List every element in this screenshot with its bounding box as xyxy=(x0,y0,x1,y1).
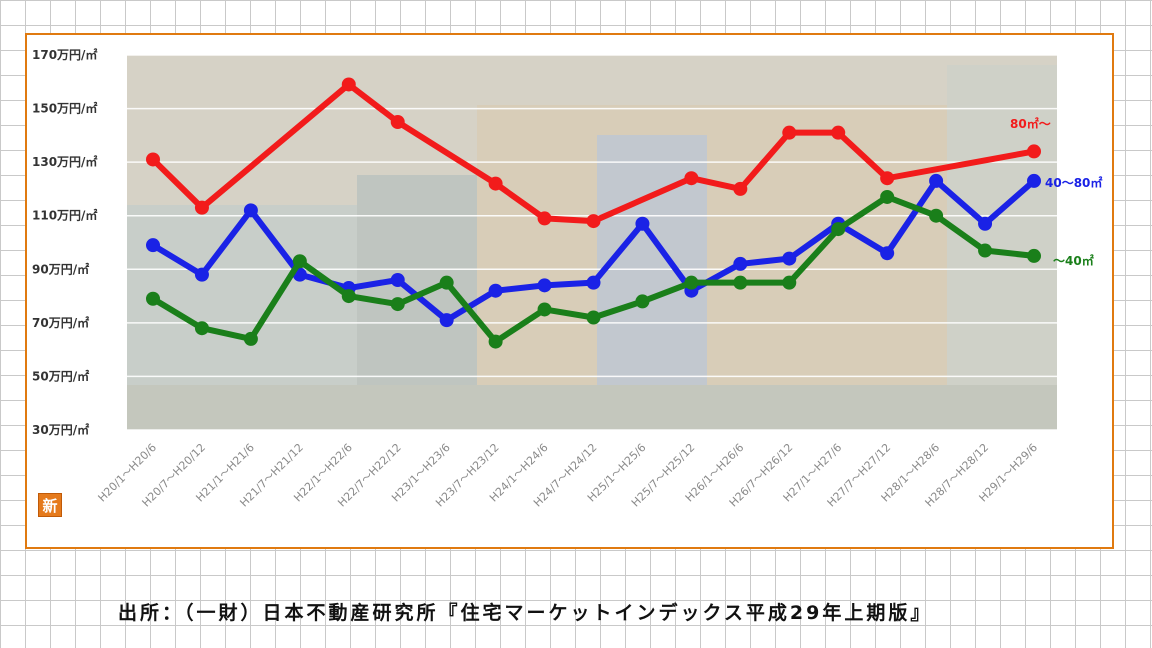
series-point-2 xyxy=(733,275,748,290)
chart-frame: 30万円/㎡ 50万円/㎡ 70万円/㎡ 90万円/㎡ 110万円/㎡ 130万円/㎡ 15… xyxy=(25,33,1114,549)
series-label: 80㎡～ xyxy=(1010,116,1051,131)
series-point-2 xyxy=(146,291,160,306)
y-tick-label: 70万円/㎡ xyxy=(32,315,89,330)
series-point-0 xyxy=(684,171,699,186)
series-point-1 xyxy=(390,273,405,287)
series-point-0 xyxy=(341,77,356,92)
background-building-main xyxy=(477,105,947,430)
series-point-0 xyxy=(586,214,601,229)
series-point-0 xyxy=(488,176,503,191)
y-tick-label: 30万円/㎡ xyxy=(32,422,89,437)
series-label: ～40㎡ xyxy=(1053,253,1094,268)
y-tick-label: 150万円/㎡ xyxy=(32,101,97,116)
series-point-0 xyxy=(194,200,209,215)
series-point-2 xyxy=(390,297,405,312)
series-point-2 xyxy=(243,331,258,346)
series-point-2 xyxy=(488,334,503,349)
y-tick-label: 50万円/㎡ xyxy=(32,368,89,383)
price-line-chart: 30万円/㎡ 50万円/㎡ 70万円/㎡ 90万円/㎡ 110万円/㎡ 130万円/㎡ 15… xyxy=(32,47,1102,509)
series-point-2 xyxy=(292,254,307,269)
series-point-0 xyxy=(733,181,748,196)
series-point-2 xyxy=(635,294,650,309)
source-caption: 出所：（一財）日本不動産研究所『住宅マーケットインデックス平成29年上期版』 xyxy=(118,602,933,624)
series-point-1 xyxy=(146,238,160,253)
series-point-1 xyxy=(1027,173,1041,188)
series-point-0 xyxy=(146,152,160,167)
series-point-2 xyxy=(194,321,209,336)
series-point-1 xyxy=(537,278,552,293)
series-point-1 xyxy=(880,246,895,261)
series-point-2 xyxy=(782,275,797,290)
series-point-1 xyxy=(194,267,209,282)
y-tick-label: 110万円/㎡ xyxy=(32,208,97,223)
series-point-1 xyxy=(243,203,258,218)
series-point-2 xyxy=(929,208,944,223)
series-point-2 xyxy=(586,310,601,325)
y-tick-label: 90万円/㎡ xyxy=(32,261,89,276)
series-point-0 xyxy=(782,125,797,140)
series-point-1 xyxy=(439,313,454,328)
series-point-2 xyxy=(831,222,846,237)
background-tree-area xyxy=(947,65,1057,430)
new-badge-icon: 新 xyxy=(38,493,62,517)
series-point-0 xyxy=(537,211,552,226)
series-point-0 xyxy=(880,171,895,186)
series-point-1 xyxy=(929,173,944,188)
series-point-1 xyxy=(635,216,650,231)
series-point-2 xyxy=(1027,248,1041,263)
series-point-1 xyxy=(782,251,797,266)
y-tick-label: 170万円/㎡ xyxy=(32,47,97,62)
series-point-2 xyxy=(684,275,699,290)
series-point-1 xyxy=(586,275,601,290)
series-point-0 xyxy=(1027,144,1041,159)
series-point-2 xyxy=(978,243,993,258)
series-point-0 xyxy=(390,114,405,129)
series-point-1 xyxy=(978,216,993,231)
series-point-0 xyxy=(831,125,846,140)
series-point-2 xyxy=(341,289,356,304)
background-street xyxy=(127,385,1057,430)
series-point-1 xyxy=(733,256,748,271)
series-point-2 xyxy=(880,189,895,204)
series-point-2 xyxy=(439,275,454,290)
y-tick-label: 130万円/㎡ xyxy=(32,154,97,169)
series-point-2 xyxy=(537,302,552,317)
series-point-1 xyxy=(488,283,503,298)
series-label: 40～80㎡ xyxy=(1045,175,1102,190)
